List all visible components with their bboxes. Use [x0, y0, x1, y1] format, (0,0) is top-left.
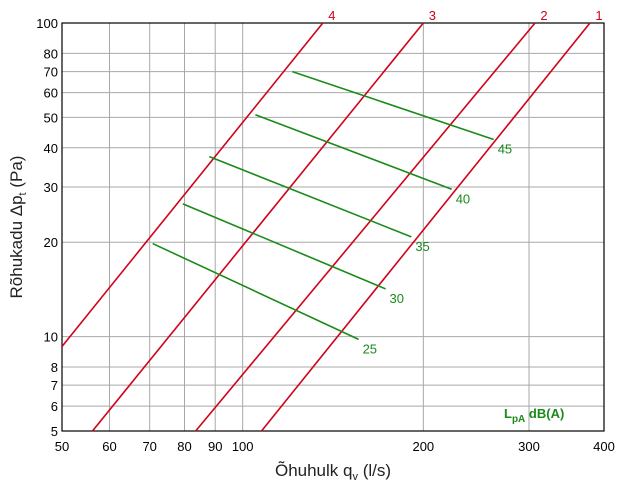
- curve-4-line: [61, 22, 324, 347]
- y-tick-label: 7: [51, 378, 58, 393]
- x-axis-title-main: Õhuhulk q: [275, 461, 353, 480]
- y-tick-label: 10: [44, 330, 58, 345]
- x-axis-title-sub: v: [352, 471, 358, 483]
- noise-level-lines: 25 30 35 40 45: [152, 70, 512, 356]
- plot-frame: [61, 22, 605, 432]
- noise-level-35-label: 35: [415, 239, 429, 254]
- y-tick-label: 50: [44, 110, 58, 125]
- y-tick-label: 80: [44, 46, 58, 61]
- noise-level-25-label: 25: [363, 341, 377, 356]
- y-tick-labels: 5 6 7 8 10 20 30 40 50 60 70 80 100: [36, 16, 58, 439]
- curve-1-line: [260, 22, 591, 432]
- x-tick-label: 80: [177, 439, 191, 454]
- x-tick-label: 200: [412, 439, 434, 454]
- noise-level-35-line: [209, 155, 412, 238]
- x-tick-label: 50: [55, 439, 69, 454]
- x-tick-label: 300: [518, 439, 540, 454]
- noise-level-25-line: [152, 242, 359, 341]
- x-axis-title: Õhuhulk qv (l/s): [275, 461, 391, 483]
- curve-3-label: 3: [429, 8, 436, 23]
- y-axis-title-main: Rõhukadu Δp: [7, 195, 26, 298]
- y-tick-label: 8: [51, 360, 58, 375]
- y-tick-label: 100: [36, 16, 58, 31]
- curve-4-label: 4: [328, 8, 335, 23]
- x-tick-label: 400: [593, 439, 615, 454]
- grid-lines: [61, 22, 605, 432]
- noise-level-45-line: [292, 70, 494, 141]
- x-tick-label: 90: [208, 439, 222, 454]
- y-axis-title-unit: (Pa): [7, 156, 26, 193]
- x-tick-label: 60: [102, 439, 116, 454]
- noise-level-40-line: [255, 113, 452, 191]
- y-tick-label: 30: [44, 180, 58, 195]
- y-tick-label: 60: [44, 86, 58, 101]
- legend-rest: dB(A): [525, 406, 564, 421]
- y-axis-title-sub: t: [17, 192, 29, 195]
- x-axis-title-unit: (l/s): [358, 461, 391, 480]
- x-tick-labels: 50 60 70 80 90 100 200 300 400: [55, 439, 615, 454]
- curve-1-label: 1: [595, 8, 602, 23]
- y-tick-label: 70: [44, 65, 58, 80]
- curve-3-line: [91, 22, 424, 432]
- y-tick-label: 40: [44, 141, 58, 156]
- legend-label: LpA dB(A): [504, 406, 564, 425]
- noise-level-40-label: 40: [456, 191, 470, 206]
- y-tick-label: 20: [44, 235, 58, 250]
- legend-sub: pA: [512, 414, 525, 425]
- noise-level-30-label: 30: [390, 291, 404, 306]
- x-tick-label: 100: [232, 439, 254, 454]
- curve-2-label: 2: [540, 8, 547, 23]
- y-tick-label: 5: [51, 424, 58, 439]
- noise-level-45-label: 45: [498, 142, 512, 157]
- curve-2-line: [195, 22, 536, 432]
- noise-level-30-line: [182, 203, 386, 290]
- legend-main: L: [504, 406, 512, 421]
- pressure-curves: 1 2 3 4: [61, 8, 603, 432]
- y-axis-title: Rõhukadu Δpt (Pa): [7, 156, 29, 299]
- x-tick-label: 70: [142, 439, 156, 454]
- y-tick-label: 6: [51, 399, 58, 414]
